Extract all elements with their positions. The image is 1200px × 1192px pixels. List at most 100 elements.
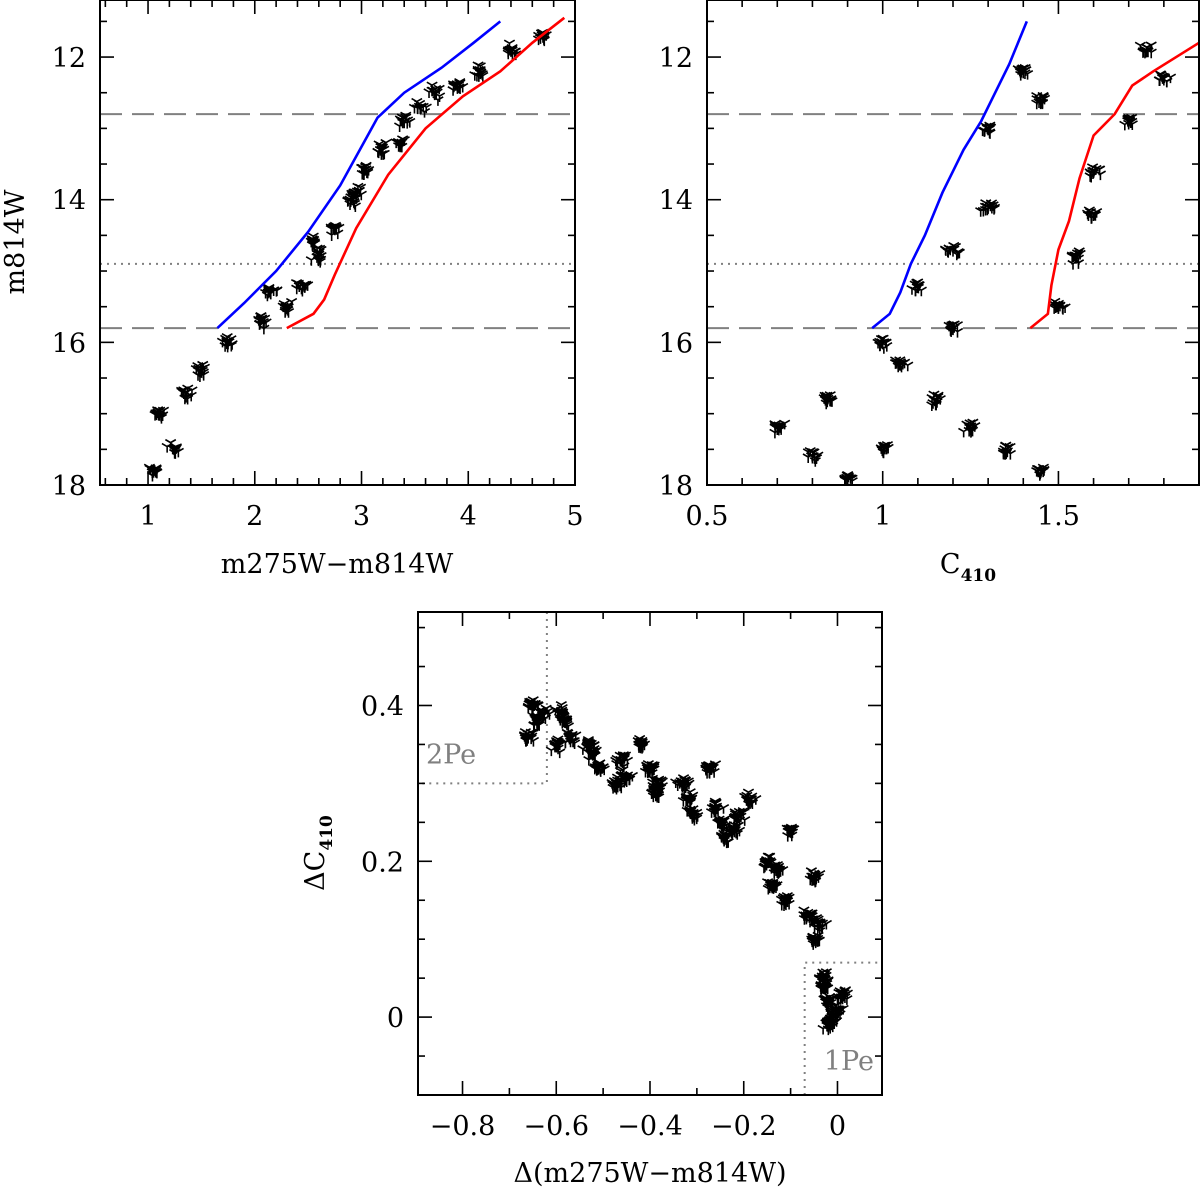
x-tick-label: 2 [246,501,263,532]
star-point [356,163,368,174]
star-point [977,206,989,217]
star-point [879,441,891,452]
y-tick-label: 16 [659,328,693,359]
star-point [930,400,942,411]
panel-cmd-color-x-label: m275W−m814W [221,549,454,580]
star-point [802,908,814,919]
region-2Pe-label: 2Pe [426,739,476,770]
star-point [944,245,956,256]
star-point [872,338,884,349]
star-point [591,765,603,776]
star-point [703,761,715,771]
star-point [299,283,311,293]
star-point [326,231,338,241]
star-point [816,922,828,933]
panel-cmd-c410-x-label-main: C [940,549,961,580]
star-point [837,1004,849,1015]
star-point [717,816,729,827]
star-point [819,391,831,402]
star-point [953,248,965,259]
star-point [687,805,699,815]
star-point [688,815,701,826]
star-point [983,128,996,139]
star-point [804,875,816,886]
star-point [376,143,389,154]
star-point [818,995,830,1006]
panel-chromosome-map-y-label-main: ΔC [300,851,331,891]
star-point [1123,117,1135,128]
star-point [1000,441,1012,452]
star-point [433,92,446,103]
star-point [878,344,890,354]
panel-chromosome-map-ticks: −0.8 −0.6 −0.4 −0.2 0 0 0.2 0.4 [361,612,882,1142]
star-point [566,731,578,742]
star-point [347,192,359,203]
star-point [830,1004,842,1015]
y-tick-label: 0.2 [361,847,404,878]
star-point [355,190,367,201]
star-point [582,736,595,746]
star-point [414,103,426,114]
star-point [607,780,619,791]
x-tick-label: 0.5 [686,501,729,532]
star-point [1016,65,1028,75]
star-point [1142,47,1154,58]
panel-chromosome-map: 2Pe 1Pe −0.8 −0.6 −0.4 −0.2 0 0 0.2 0.4 Δ(m275W−… [300,611,883,1189]
x-tick-label: 3 [353,501,370,532]
star-point [737,806,749,817]
star-point [894,356,906,366]
y-tick-label: 14 [659,186,693,217]
panel-chromosome-map-y-label: ΔC410 [300,815,337,891]
y-tick-label: 18 [659,471,693,502]
star-point [781,897,794,907]
panel-cmd-c410-x-label: C410 [940,549,996,586]
y-tick-label: 0.4 [361,691,404,722]
panel-cmd-c410-stars [769,41,1177,485]
star-point [911,283,923,294]
panel-cmd-color-red-fiducial [286,16,566,330]
star-point [176,386,188,397]
panel-cmd-c410: 0.5 1 1.5 12 14 16 18 C410 [659,0,1200,586]
region-1Pe-boundary [803,961,882,1095]
panel-chromosome-map-x-label: Δ(m275W−m814W) [514,1158,787,1189]
star-point [1000,448,1013,459]
star-point [354,183,367,194]
panel-cmd-color-y-label: m814W [0,189,31,294]
panel-cmd-c410-red-fiducial [1029,41,1200,330]
star-point [221,337,234,348]
star-point [822,1025,834,1036]
star-point [526,701,538,711]
y-tick-label: 12 [52,43,86,74]
star-point [808,448,820,459]
x-tick-label: −0.2 [711,1111,777,1142]
star-point [1090,164,1102,175]
star-point [554,715,566,726]
star-point [1126,113,1138,124]
star-point [432,96,444,106]
star-point [426,86,438,97]
star-point [306,236,319,246]
star-point [1073,247,1085,258]
star-point [611,757,624,768]
star-point [527,736,540,747]
x-tick-label: 5 [566,501,583,532]
star-point [1085,213,1098,223]
x-tick-label: 0 [829,1111,846,1142]
star-point [536,706,549,717]
star-point [674,778,686,789]
star-point [759,860,771,870]
panel-chromosome-map-stars [518,696,853,1036]
star-point [617,752,630,763]
star-point [325,223,337,234]
star-point [396,113,408,124]
star-point [766,883,778,893]
panel-cmd-c410-ticks: 0.5 1 1.5 12 14 16 18 [659,0,1200,532]
star-point [255,312,267,323]
star-point [568,736,580,747]
region-2Pe-boundary [418,612,548,785]
star-point [706,804,718,814]
star-point [447,80,460,90]
panel-chromosome-map-plot-area: 2Pe 1Pe [418,612,882,1095]
